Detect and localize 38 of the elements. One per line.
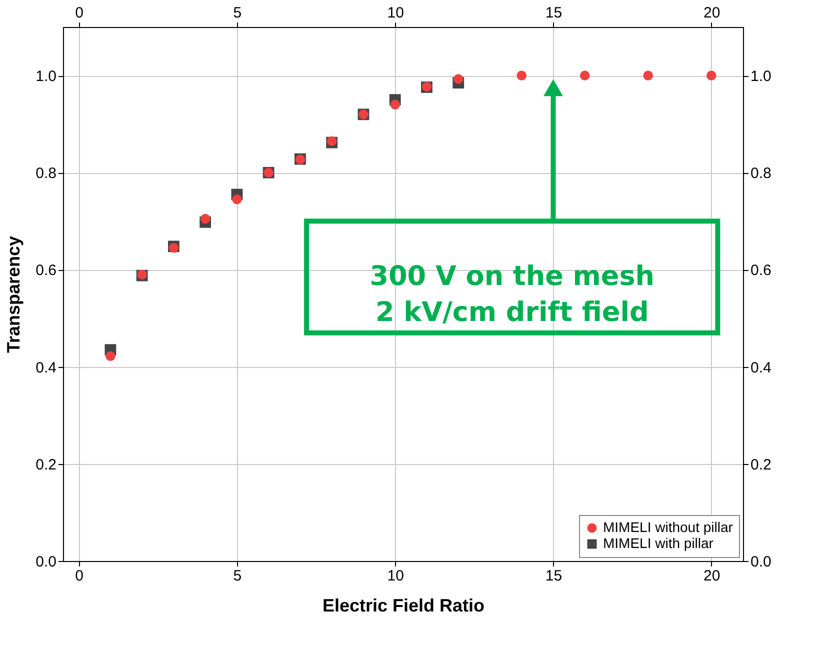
- y2-tick-label: 0.4: [750, 359, 772, 376]
- y-tick-label: 1.0: [36, 68, 56, 86]
- y-tick-label: 0.0: [36, 554, 56, 570]
- legend-label: MIMELI without pillar: [603, 519, 734, 535]
- x2-tick-label: 0: [75, 4, 84, 22]
- y-axis-title: Transparency: [4, 236, 24, 354]
- point: [326, 136, 337, 146]
- y-tick-label: 0.6: [36, 262, 56, 280]
- y2-tick-label: 0.6: [750, 262, 772, 280]
- point: [580, 70, 590, 80]
- point: [200, 214, 210, 224]
- x-axis-title: Electric Field Ratio: [322, 596, 485, 616]
- y2-tick-label: 0.8: [750, 165, 772, 182]
- y2-tick-label: 1.0: [750, 68, 772, 86]
- x2-tick-label: 20: [704, 4, 720, 22]
- x-tick-label: 10: [387, 568, 404, 584]
- point: [168, 243, 179, 253]
- x2-tick-label: 5: [233, 4, 242, 22]
- x2-tick-label: 10: [387, 4, 404, 22]
- x-tick-label: 0: [75, 568, 84, 584]
- point: [516, 70, 526, 80]
- y-tick-label: 0.8: [36, 165, 56, 182]
- point: [390, 100, 400, 110]
- y2-tick-label: 0.0: [750, 554, 772, 570]
- point: [706, 70, 716, 80]
- annotation: 300 V on the mesh 2 kV/cm drift field: [370, 261, 655, 328]
- legend-label: MIMELI with pillar: [603, 535, 714, 551]
- x-tick-label: 15: [545, 568, 562, 584]
- point: [453, 74, 464, 84]
- x-tick-label: 5: [233, 568, 242, 584]
- x2-tick-label: 15: [545, 4, 562, 22]
- point: [643, 70, 653, 80]
- point: [232, 194, 242, 204]
- point: [106, 351, 116, 361]
- y-tick-label: 0.4: [36, 359, 56, 376]
- y-tick-label: 0.2: [36, 456, 56, 474]
- y2-tick-label: 0.2: [750, 456, 772, 474]
- x-tick-label: 20: [704, 568, 720, 584]
